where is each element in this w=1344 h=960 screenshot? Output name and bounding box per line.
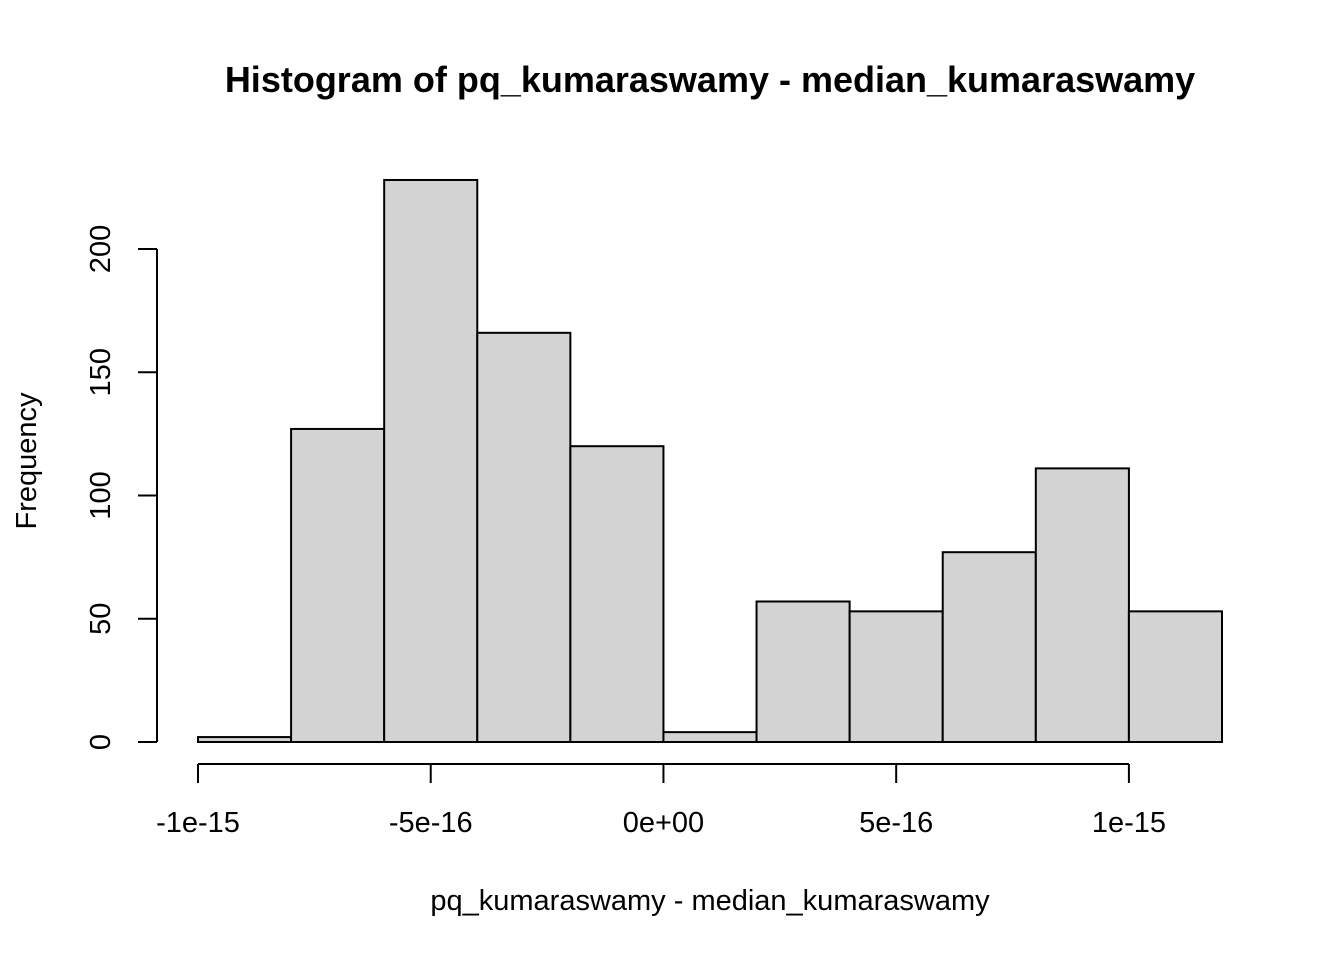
histogram-bar (1127, 610, 1223, 743)
histogram-bar (290, 427, 386, 743)
x-axis: -1e-15 -5e-16 0e+00 5e-16 1e-15 (156, 763, 1166, 839)
y-axis: 0 50 100 150 200 (85, 225, 158, 750)
y-axis-label: Frequency (11, 392, 43, 530)
bars-group (197, 178, 1223, 744)
histogram-bar (755, 600, 851, 743)
x-tick-label: -5e-16 (389, 807, 473, 839)
y-tick-label: 200 (85, 225, 117, 273)
x-tick-label: 1e-15 (1092, 807, 1166, 839)
histogram-bar (941, 551, 1037, 743)
x-tick-label: -1e-15 (156, 807, 240, 839)
histogram-bar (848, 610, 944, 743)
histogram-bar (569, 445, 665, 743)
chart-title: Histogram of pq_kumaraswamy - median_kum… (225, 59, 1195, 100)
histogram-bar (197, 736, 293, 744)
x-axis-label: pq_kumaraswamy - median_kumaraswamy (430, 885, 990, 917)
x-tick-label: 5e-16 (859, 807, 933, 839)
y-tick-label: 50 (85, 603, 117, 635)
histogram-bar (383, 178, 479, 744)
y-tick-label: 150 (85, 348, 117, 396)
histogram-bar (476, 331, 572, 743)
y-tick-label: 100 (85, 471, 117, 519)
y-tick-label: 0 (85, 734, 117, 750)
histogram-bar (1034, 467, 1130, 743)
x-tick-label: 0e+00 (623, 807, 704, 839)
histogram-bar (662, 731, 758, 744)
